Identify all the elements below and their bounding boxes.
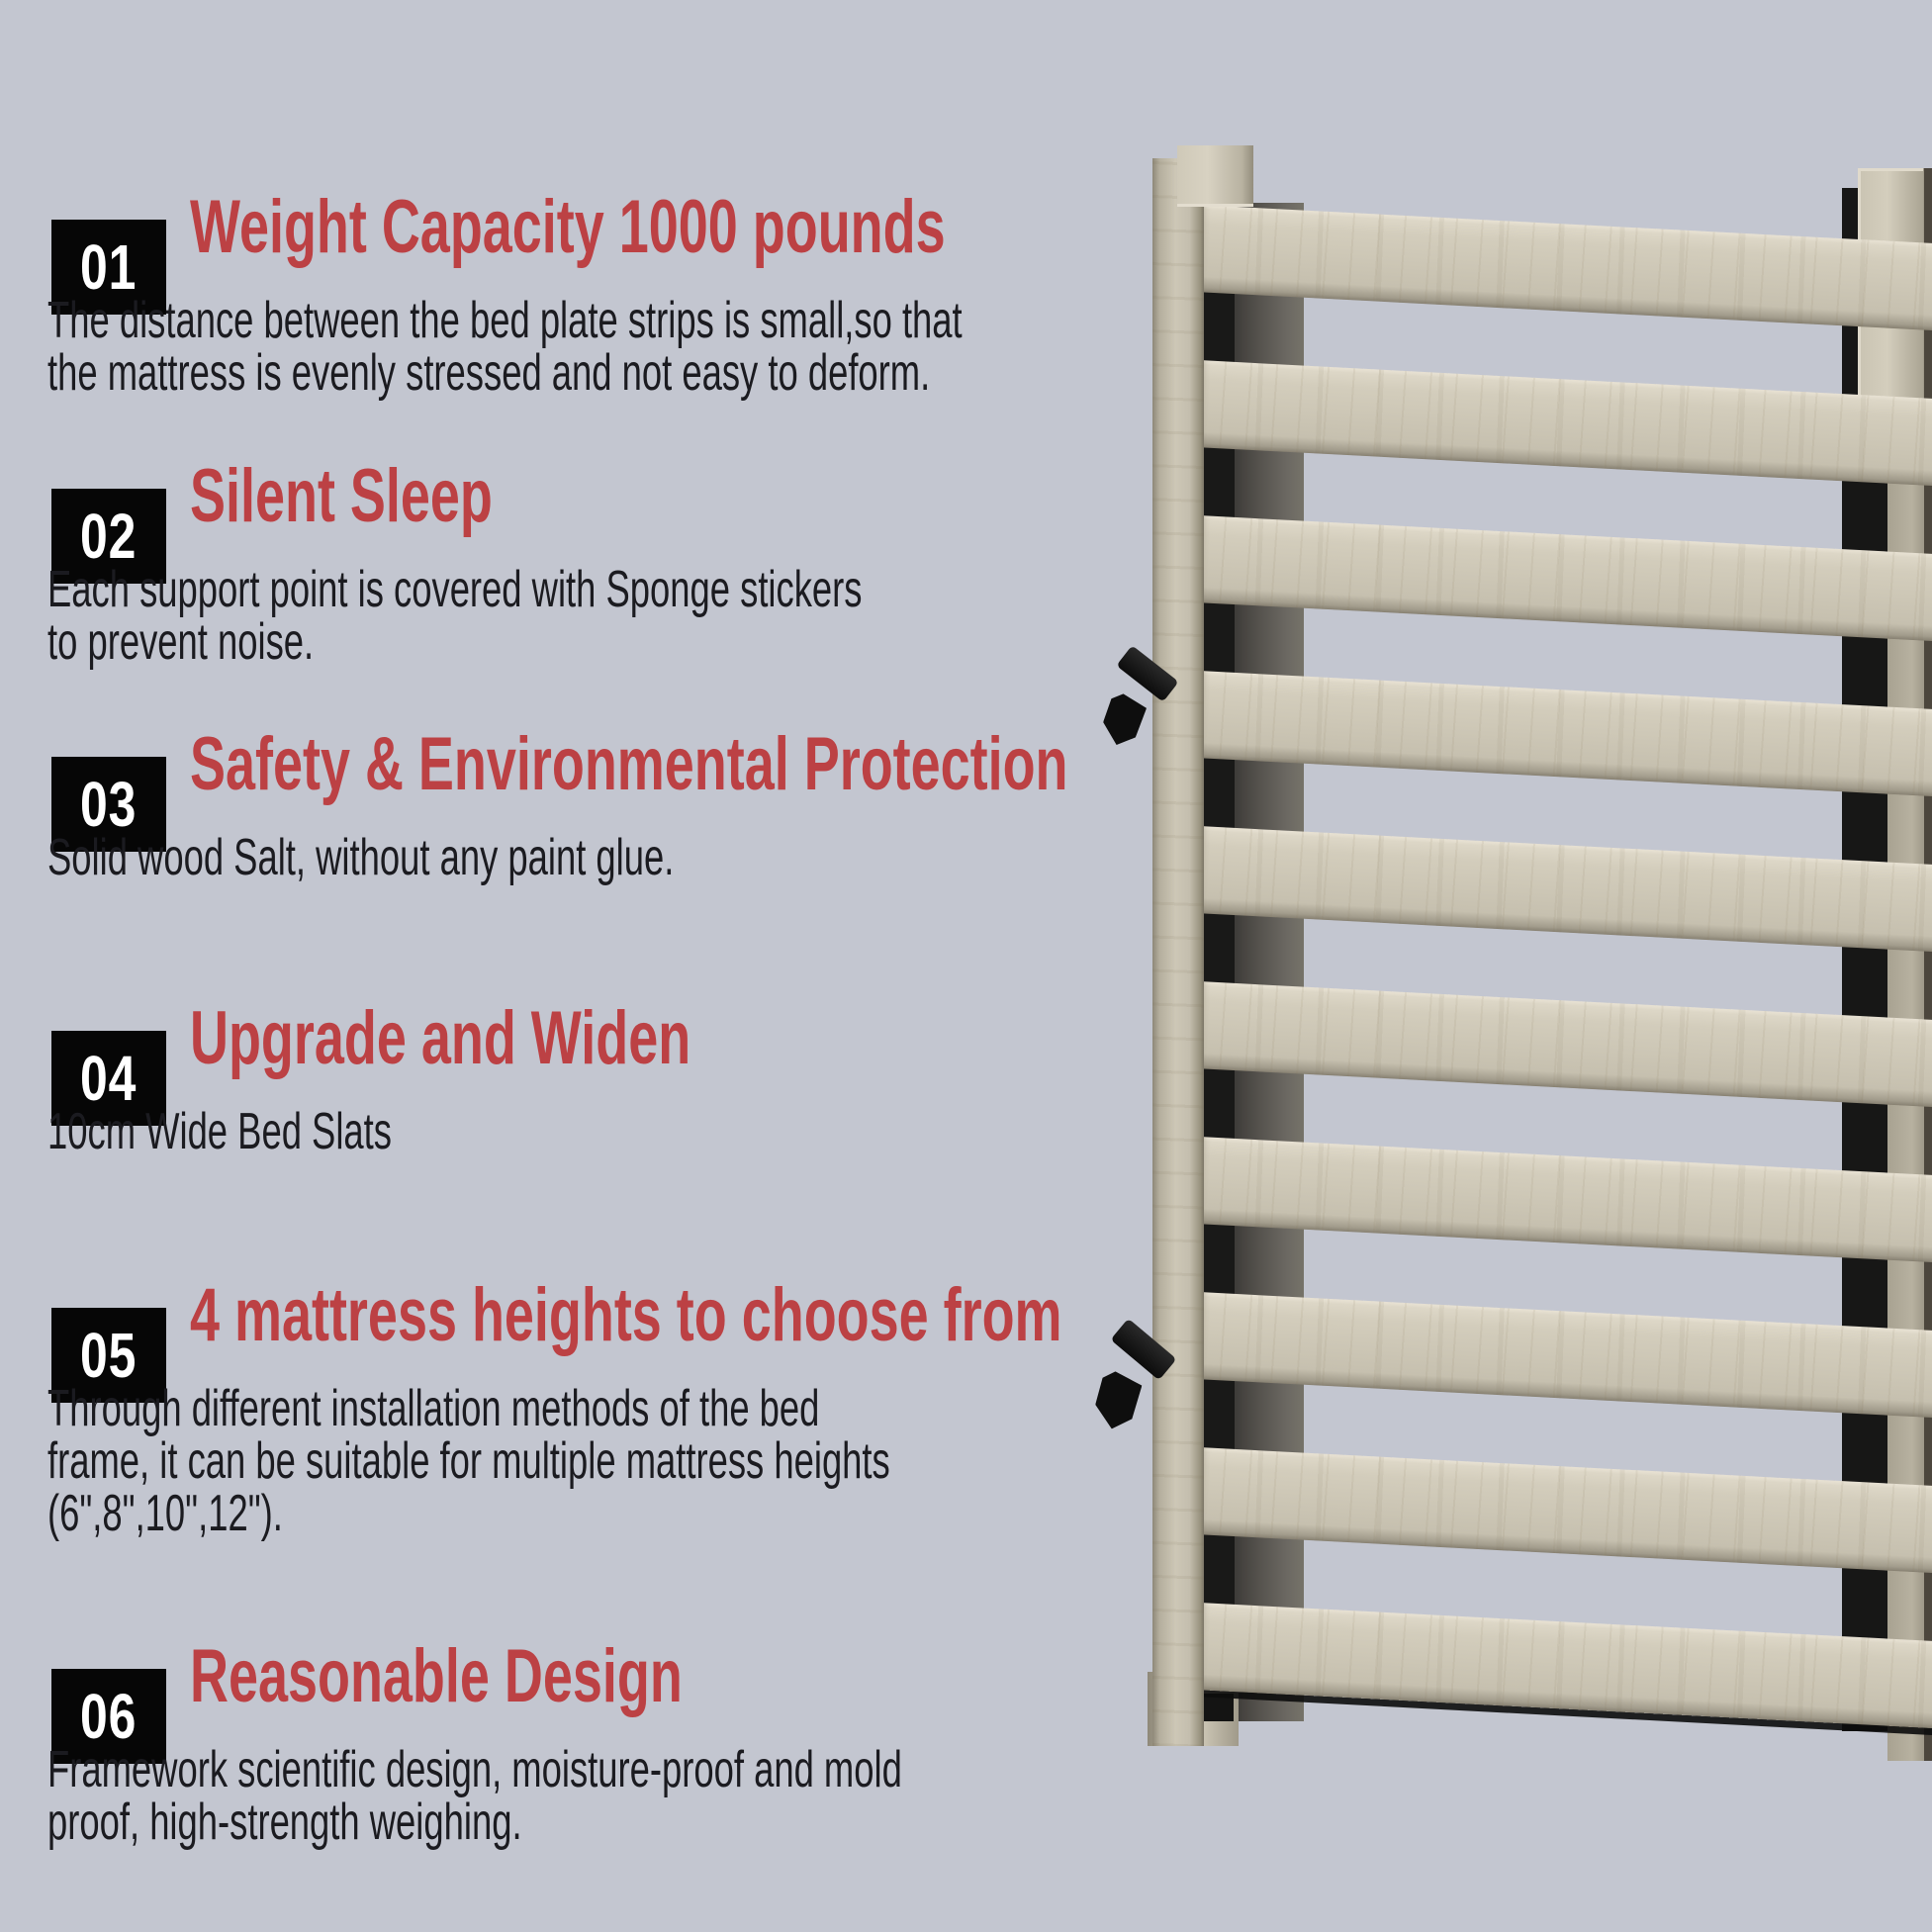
feature-number-badge: 06	[51, 1669, 166, 1765]
wood-rail-left	[1152, 158, 1204, 1746]
bed-slat	[1194, 1292, 1932, 1425]
bed-slat	[1194, 515, 1932, 648]
feature-number: 03	[80, 769, 138, 841]
bed-slat	[1194, 1137, 1932, 1269]
feature-section-02: 02 Silent Sleep Each support point is co…	[47, 390, 1159, 669]
feature-number-badge: 04	[51, 1031, 166, 1127]
feature-head: 06 Reasonable Design	[51, 1570, 1159, 1765]
feature-description: Through different installation methods o…	[47, 1380, 890, 1543]
bed-slat	[1194, 671, 1932, 803]
wood-rail-right-shadow-edge	[1924, 168, 1932, 1761]
feature-number-badge: 01	[51, 220, 166, 316]
feature-title: Safety & Environmental Protection	[190, 722, 1068, 807]
feature-number: 01	[80, 231, 138, 304]
feature-number-badge: 05	[51, 1308, 166, 1404]
feature-description: Framework scientific design, moisture-pr…	[47, 1741, 902, 1852]
feature-description: The distance between the bed plate strip…	[47, 292, 963, 403]
feature-number-badge: 03	[51, 757, 166, 853]
feature-head: 05 4 mattress heights to choose from	[51, 1209, 1159, 1404]
bed-slat	[1194, 1603, 1932, 1735]
feature-description: Solid wood Salt, without any paint glue.	[47, 829, 675, 886]
feature-head: 04 Upgrade and Widen	[51, 932, 1159, 1127]
feature-description: Each support point is covered with Spong…	[47, 561, 863, 672]
bed-slat	[1194, 981, 1932, 1114]
corner-post-top-left	[1177, 145, 1253, 207]
product-photo-bed-slats	[1088, 59, 1932, 1761]
feature-head: 02 Silent Sleep	[51, 390, 1159, 585]
bed-slat	[1194, 205, 1932, 337]
bed-slat	[1194, 1447, 1932, 1580]
feature-title: Weight Capacity 1000 pounds	[190, 185, 946, 270]
feature-title: Upgrade and Widen	[190, 996, 691, 1081]
feature-section-01: 01 Weight Capacity 1000 pounds The dista…	[47, 121, 1159, 400]
feature-number: 04	[80, 1043, 138, 1115]
feature-section-03: 03 Safety & Environmental Protection Sol…	[47, 658, 1159, 884]
feature-section-05: 05 4 mattress heights to choose from Thr…	[47, 1209, 1159, 1540]
bed-slat	[1194, 826, 1932, 959]
feature-number: 05	[80, 1320, 138, 1392]
feature-head: 01 Weight Capacity 1000 pounds	[51, 121, 1159, 316]
feature-section-04: 04 Upgrade and Widen 10cm Wide Bed Slats	[47, 932, 1159, 1158]
feature-title: Silent Sleep	[190, 454, 493, 539]
feature-number: 02	[80, 501, 138, 573]
bed-slat	[1194, 360, 1932, 493]
feature-title: 4 mattress heights to choose from	[190, 1273, 1062, 1358]
feature-number-badge: 02	[51, 489, 166, 585]
feature-number: 06	[80, 1681, 138, 1753]
feature-head: 03 Safety & Environmental Protection	[51, 658, 1159, 853]
feature-description: 10cm Wide Bed Slats	[47, 1103, 392, 1160]
feature-title: Reasonable Design	[190, 1634, 683, 1719]
feature-section-06: 06 Reasonable Design Framework scientifi…	[47, 1570, 1159, 1849]
